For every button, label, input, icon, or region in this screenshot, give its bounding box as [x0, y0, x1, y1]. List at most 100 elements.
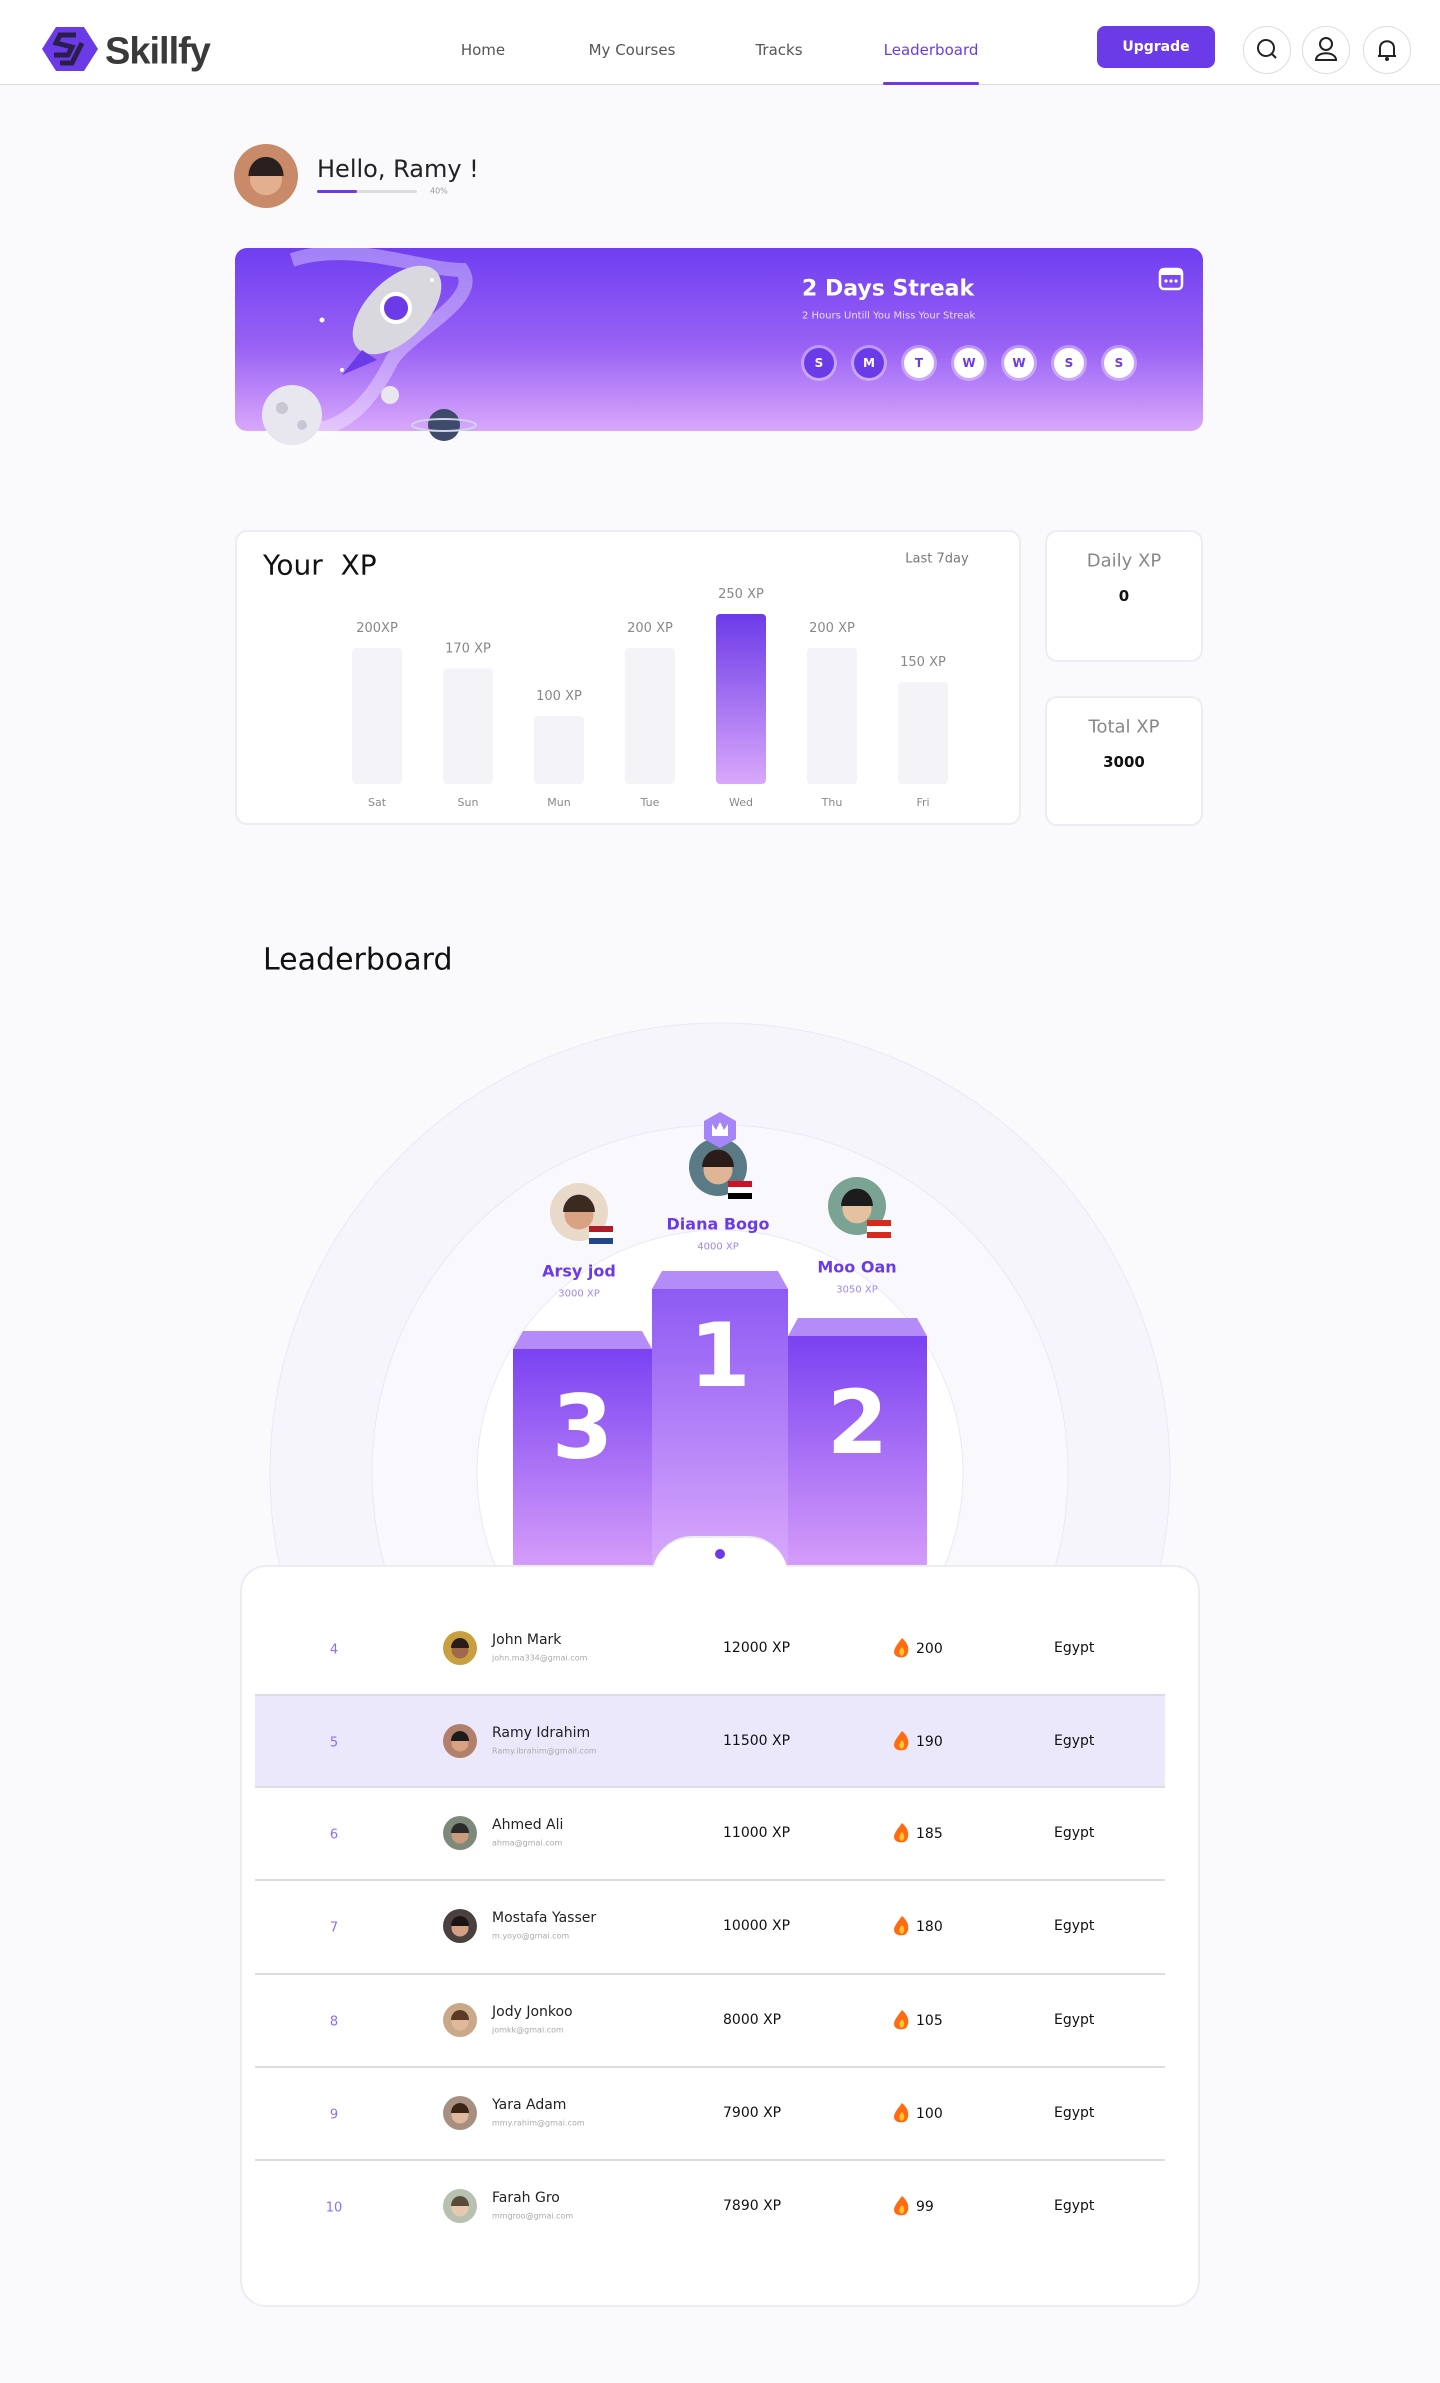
flame-core	[899, 1740, 905, 1749]
nav-link[interactable]: Tracks	[755, 41, 803, 59]
flame	[894, 2103, 909, 2123]
row-divider	[255, 1786, 1165, 1788]
podium-block	[513, 1349, 652, 1565]
email: mmgroo@gmai.com	[492, 2211, 574, 2221]
flame	[894, 2010, 909, 2030]
profile-icon[interactable]	[1302, 26, 1350, 74]
flag-stripe	[867, 1220, 891, 1226]
xp: 10000 XP	[723, 1918, 791, 1934]
xp: 12000 XP	[723, 1640, 791, 1656]
upgrade-button[interactable]: Upgrade	[1097, 26, 1215, 68]
flame	[894, 1638, 909, 1658]
podium-xp: 3000 XP	[558, 1288, 600, 1300]
nav-link[interactable]: Leaderboard	[883, 41, 979, 59]
podium-top	[652, 1271, 788, 1289]
bar-value-label: 150 XP	[900, 655, 946, 670]
podium-name: Moo Oan	[817, 1257, 897, 1277]
progress-label: 40%	[430, 186, 448, 196]
podium-block	[652, 1289, 788, 1565]
podium-avatar-hair	[841, 1188, 873, 1206]
streak: 185	[916, 1826, 943, 1842]
flag-stripe	[728, 1193, 752, 1199]
flame-core	[899, 1647, 905, 1656]
row-avatar-hair	[451, 2010, 469, 2020]
name: Mostafa Yasser	[492, 1910, 597, 1926]
rank: 9	[329, 2107, 339, 2123]
progress-track	[317, 190, 417, 193]
x-tick-label: Thu	[821, 796, 843, 809]
flag-stripe	[728, 1187, 752, 1193]
country: Egypt	[1054, 1918, 1095, 1934]
xp: 11000 XP	[723, 1825, 791, 1841]
podium-xp: 3050 XP	[836, 1284, 878, 1296]
daily-xp-card	[1045, 530, 1203, 662]
x-tick-label: Tue	[640, 796, 660, 809]
podium-avatar-hair	[563, 1194, 595, 1212]
total-xp-card	[1045, 696, 1203, 826]
country: Egypt	[1054, 2198, 1095, 2214]
greeting-text: Hello, Ramy !	[317, 155, 479, 183]
bar	[716, 614, 766, 784]
nav-link[interactable]: My Courses	[588, 41, 676, 59]
xp: 8000 XP	[723, 2012, 782, 2028]
flame	[894, 2196, 909, 2216]
flame-core	[899, 2112, 905, 2121]
chart-subtitle: Last 7day	[905, 551, 969, 567]
podium-name: Diana Bogo	[666, 1214, 770, 1234]
row-avatar-hair	[451, 1823, 469, 1833]
name: John Mark	[492, 1632, 562, 1648]
flame-core	[899, 2019, 905, 2028]
row-divider	[255, 2066, 1165, 2068]
flag-stripe	[589, 1232, 613, 1238]
notch-dot	[715, 1549, 725, 1559]
streak-day: S	[804, 348, 834, 378]
name: Ramy Idrahim	[492, 1725, 591, 1741]
rank: 7	[329, 1920, 339, 1936]
bar-value-label: 250 XP	[718, 587, 764, 602]
bar-value-label: 200 XP	[627, 621, 673, 636]
crown	[712, 1122, 728, 1136]
highlight-row	[255, 1694, 1165, 1787]
chart-title: Your XP	[263, 548, 377, 582]
email: m.yoyo@gmai.com	[492, 1931, 570, 1941]
streak-title: 2 Days Streak	[802, 276, 975, 302]
flame-core	[899, 2205, 905, 2214]
search-glyph	[1257, 39, 1277, 59]
xp: 7900 XP	[723, 2105, 782, 2121]
calendar-icon[interactable]	[1158, 264, 1184, 292]
logo-text: Skillfy	[105, 30, 211, 73]
nav-link[interactable]: Home	[460, 41, 506, 59]
streak-subtitle: 2 Hours Untill You Miss Your Streak	[802, 310, 976, 322]
streak-day: W	[954, 348, 984, 378]
country: Egypt	[1054, 1640, 1095, 1656]
x-tick-label: Sat	[368, 796, 387, 809]
flag-stripe	[589, 1226, 613, 1232]
search-icon[interactable]	[1243, 26, 1291, 74]
stat-label: Daily XP	[1086, 550, 1162, 572]
streak: 190	[916, 1734, 943, 1750]
bar-value-label: 170 XP	[445, 641, 491, 656]
podium-block	[788, 1336, 927, 1565]
podium-xp: 4000 XP	[697, 1241, 739, 1253]
row-avatar-hair	[451, 1916, 469, 1926]
flame	[894, 1823, 909, 1843]
email: mmy.rahim@gmai.com	[492, 2118, 585, 2128]
x-tick-label: Mun	[547, 796, 570, 809]
row-avatar-hair	[451, 2196, 469, 2206]
bell-glyph	[1378, 40, 1396, 61]
streak-day: S	[1104, 348, 1134, 378]
streak: 105	[916, 2013, 943, 2029]
podium-top	[513, 1331, 652, 1349]
rank: 6	[329, 1827, 339, 1843]
streak: 99	[916, 2199, 934, 2215]
rocket-illustration	[262, 246, 477, 445]
bar	[443, 668, 493, 784]
xp: 11500 XP	[723, 1733, 791, 1749]
notification-icon[interactable]	[1363, 26, 1411, 74]
flag-stripe	[867, 1232, 891, 1238]
country: Egypt	[1054, 2105, 1095, 2121]
stat-value: 0	[1118, 587, 1130, 605]
bar-value-label: 200 XP	[809, 621, 855, 636]
x-tick-label: Fri	[916, 796, 929, 809]
